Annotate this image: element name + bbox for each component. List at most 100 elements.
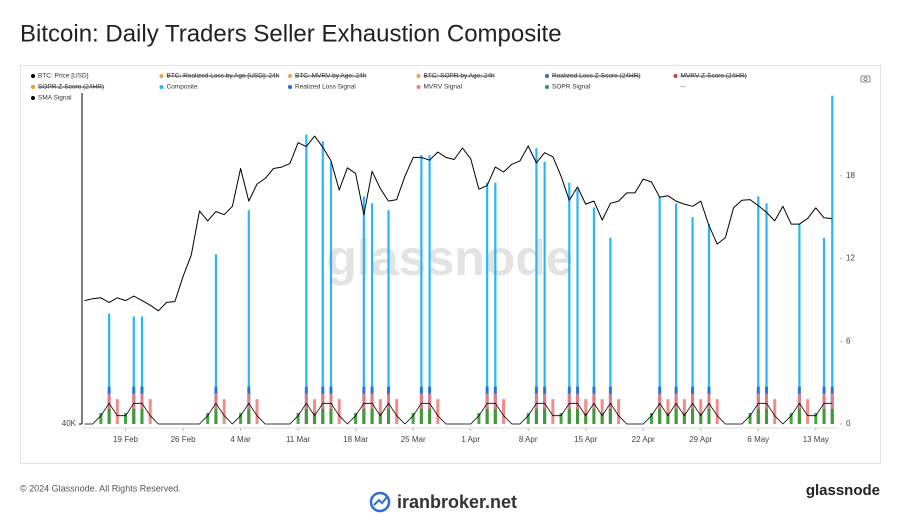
bar <box>378 399 382 424</box>
bar <box>132 408 136 424</box>
bar <box>773 399 777 424</box>
legend-label: Composite <box>167 84 198 91</box>
bar <box>214 408 218 424</box>
line <box>84 135 833 312</box>
bar <box>305 134 308 424</box>
bar <box>617 399 621 424</box>
bar <box>600 412 604 424</box>
bar <box>502 399 506 424</box>
legend-label: SMA Signal <box>38 95 72 102</box>
bar <box>206 412 210 424</box>
x-tick-label: 13 May <box>803 435 829 444</box>
bar <box>707 224 711 424</box>
bar <box>428 408 432 424</box>
bar <box>830 408 834 424</box>
brand: glassnode <box>806 482 880 499</box>
bar <box>370 408 374 424</box>
bar <box>576 189 579 424</box>
bar <box>715 399 719 424</box>
bar <box>831 95 834 424</box>
x-tick-label: 8 Apr <box>519 435 538 444</box>
y2-tick-label: 6 <box>846 336 851 345</box>
bar <box>543 161 546 425</box>
bar <box>140 316 144 424</box>
bar <box>608 408 612 424</box>
x-tick-label: 15 Apr <box>574 435 597 444</box>
watermark: iranbroker.net <box>397 492 517 512</box>
bar <box>822 408 826 424</box>
legend-marker <box>159 74 164 78</box>
page-title: Bitcoin: Daily Traders Seller Exhaustion… <box>20 20 562 47</box>
bar <box>239 412 243 424</box>
legend-marker <box>545 74 549 78</box>
bar <box>304 408 308 424</box>
legend-label: SOPR Signal <box>552 84 591 91</box>
bar <box>428 155 431 424</box>
bar <box>255 399 259 424</box>
bar <box>124 412 128 424</box>
bar <box>321 141 324 425</box>
legend-label: BTC: Price [USD] <box>38 73 89 80</box>
x-tick-label: 19 Feb <box>113 435 138 444</box>
legend-marker <box>673 74 678 78</box>
bar <box>797 408 801 424</box>
bar <box>576 408 580 424</box>
y2-tick-label: 0 <box>846 419 851 428</box>
bar <box>362 408 366 424</box>
bar <box>115 399 119 424</box>
x-tick-label: 4 Mar <box>230 435 251 444</box>
bar <box>247 210 250 424</box>
x-tick-label: 18 Mar <box>343 435 368 444</box>
bar <box>757 196 760 424</box>
bar <box>822 237 826 424</box>
bar <box>543 408 547 424</box>
bar <box>329 161 333 425</box>
bar <box>362 196 365 424</box>
bar <box>600 399 604 424</box>
bar <box>222 399 226 424</box>
bar <box>387 210 390 424</box>
bar <box>649 412 653 424</box>
bar <box>387 408 391 424</box>
bar <box>107 408 111 424</box>
bar <box>658 196 661 424</box>
bar <box>567 408 571 424</box>
line <box>84 402 833 425</box>
bar <box>321 408 325 424</box>
bar <box>609 237 612 424</box>
bar <box>99 412 103 424</box>
bar <box>493 408 497 424</box>
bar <box>666 412 670 424</box>
bar <box>108 313 111 424</box>
bar <box>789 412 793 424</box>
bar <box>674 408 678 424</box>
bar <box>313 399 317 424</box>
bar <box>682 412 686 424</box>
camera-icon[interactable] <box>860 75 871 83</box>
bar <box>296 412 300 424</box>
bar <box>494 182 497 424</box>
bar <box>485 408 489 424</box>
bar <box>148 399 152 424</box>
legend-marker <box>288 85 292 89</box>
bar <box>814 412 818 424</box>
legend-marker <box>31 96 35 100</box>
bar <box>395 399 399 424</box>
bar <box>707 408 711 424</box>
bar <box>354 412 358 424</box>
bar <box>666 399 670 424</box>
x-tick-label: 26 Feb <box>171 435 196 444</box>
x-tick-label: 6 May <box>747 435 769 444</box>
bar <box>313 412 317 424</box>
bar <box>798 224 801 424</box>
bar <box>584 399 588 424</box>
bar <box>551 399 555 424</box>
bar <box>699 399 703 424</box>
legend-label: -- <box>681 84 685 91</box>
legend-label: Realized Loss Signal <box>295 84 356 91</box>
bar <box>765 408 769 424</box>
bar <box>568 182 571 424</box>
bar <box>214 254 218 424</box>
bar <box>675 203 678 424</box>
